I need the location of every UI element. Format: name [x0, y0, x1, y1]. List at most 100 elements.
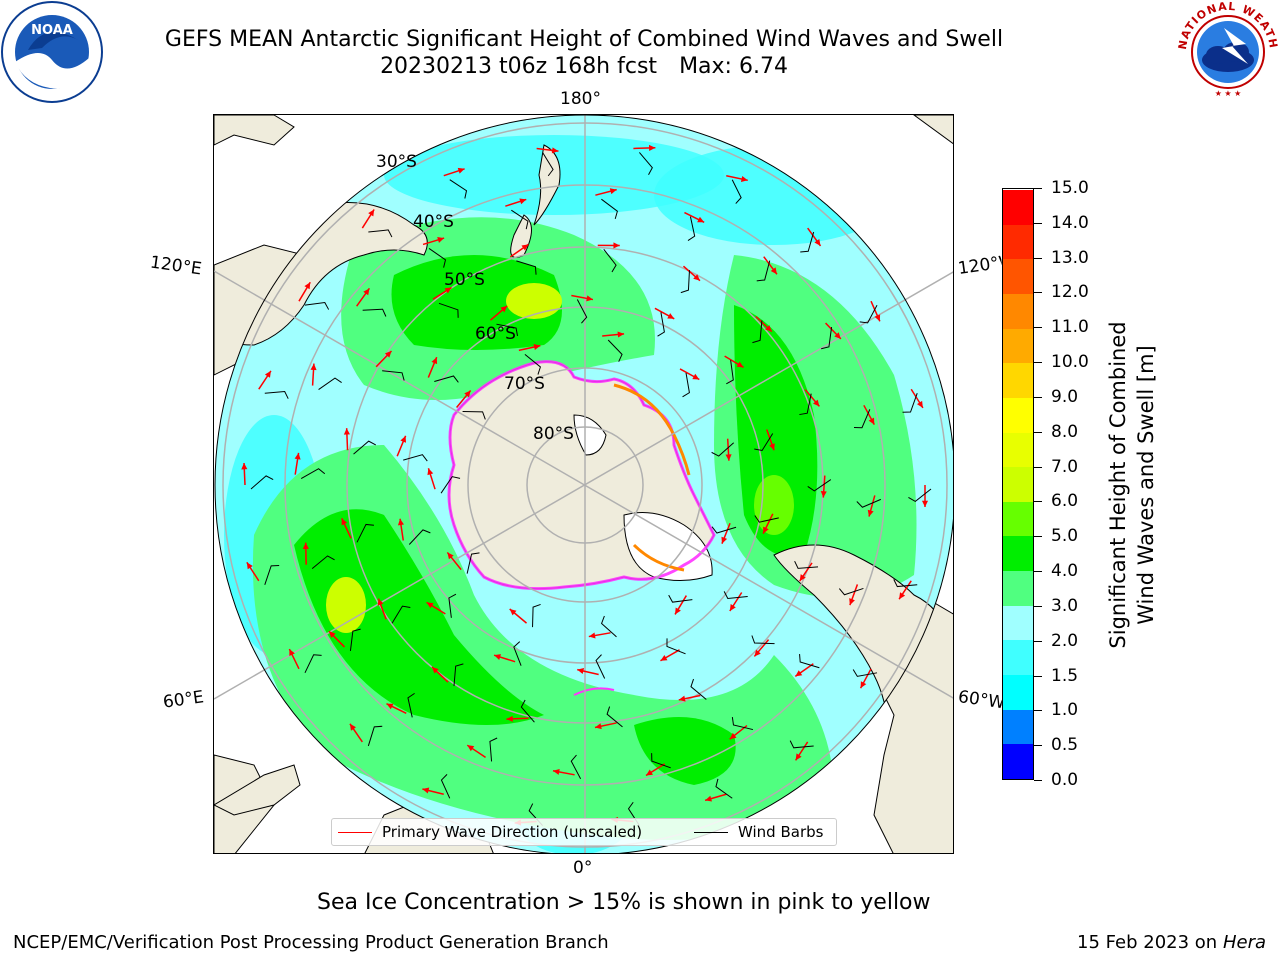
wind-barb: [651, 753, 671, 769]
wind-barb: [318, 377, 342, 390]
wave-arrowhead: [341, 518, 348, 526]
legend-barb-label: Wind Barbs: [738, 823, 824, 841]
wind-barb: [513, 641, 522, 666]
wave-arrowhead: [328, 631, 336, 638]
wind-barb: [682, 372, 690, 398]
wind-barb: [349, 628, 361, 652]
wind-barb: [754, 515, 779, 523]
wind-barb: [853, 409, 871, 429]
lon-label-180: 180°: [560, 89, 601, 109]
colorbar-tick-label: 1.5: [1051, 665, 1079, 686]
wave-arrowhead: [834, 332, 841, 339]
wave-arrowhead: [617, 331, 625, 338]
legend-wave-swatch: [338, 832, 372, 833]
wave-arrowhead: [588, 632, 596, 639]
polar-map: [213, 114, 954, 854]
wind-barb: [391, 605, 411, 624]
wave-arrowhead: [519, 198, 527, 205]
wave-arrowhead: [813, 399, 820, 407]
wave-arrowhead: [692, 373, 700, 380]
wave-arrowhead: [552, 768, 560, 775]
colorbar-tick: [1034, 501, 1042, 503]
colorbar-tick: [1034, 396, 1042, 398]
wave-arrowhead: [368, 209, 375, 217]
legend-barb-swatch: [694, 832, 728, 833]
wind-barb: [362, 308, 387, 317]
lon-label-120w: 120°W: [956, 253, 1004, 279]
wind-barb: [794, 560, 819, 569]
colorbar-tick: [1034, 571, 1042, 573]
colorbar-tick: [1034, 536, 1042, 538]
wind-barb: [428, 248, 447, 268]
run-info: 20230213 t06z 168h fcst: [380, 54, 658, 79]
colorbar-segment: [1003, 189, 1033, 225]
wave-arrowhead: [264, 370, 271, 378]
wind-barb: [440, 773, 451, 799]
wave-arrowhead: [899, 592, 906, 600]
wind-barb: [893, 579, 918, 588]
wind-barb: [304, 654, 322, 674]
lon-label-60w: 60°W: [956, 687, 1004, 713]
wind-barb: [438, 302, 459, 318]
wind-barb: [657, 312, 665, 337]
wind-barb: [449, 179, 468, 199]
colorbar-tick: [1034, 780, 1042, 781]
wind-barb: [800, 231, 815, 253]
wave-arrowhead: [740, 176, 748, 182]
lat-label-50s: 50°S: [444, 270, 485, 290]
wave-arrowhead: [467, 745, 475, 752]
wind-barb: [607, 339, 623, 362]
wind-barb: [756, 260, 771, 282]
wind-barb: [859, 304, 878, 324]
wave-arrowhead: [377, 598, 384, 606]
wave-arrowhead: [678, 695, 686, 702]
wave-arrowhead: [921, 500, 929, 507]
wind-barb: [434, 375, 459, 383]
nws-logo: NATIONAL WEATHER SERVICE ★ ★ ★: [1176, 0, 1279, 102]
colorbar-tick-label: 1.0: [1051, 700, 1079, 721]
wave-arrowhead: [289, 649, 295, 657]
wind-barb: [496, 323, 518, 337]
wave-arrowhead: [763, 526, 769, 534]
wind-barb: [448, 593, 457, 618]
colorbar-tick-label: 9.0: [1051, 386, 1079, 407]
wave-arrowhead: [721, 536, 728, 544]
colorbar-segment: [1003, 501, 1033, 537]
wind-barb: [856, 498, 882, 508]
wind-barb: [908, 488, 932, 503]
wave-arrowhead: [609, 188, 617, 195]
wave-arrowhead: [660, 654, 668, 661]
wind-barb: [250, 475, 274, 490]
colorbar-label: Significant Height of Combined Wind Waves…: [1106, 321, 1158, 649]
wind-barb: [668, 594, 693, 603]
colorbar-segment: [1003, 328, 1033, 364]
colorbar-tick: [1034, 257, 1042, 259]
wind-barb: [304, 302, 330, 310]
wind-barb: [639, 152, 653, 175]
colorbar-segment: [1003, 432, 1033, 468]
wave-arrowhead: [533, 344, 541, 350]
colorbar-tick-label: 12.0: [1051, 282, 1089, 303]
colorbar-tick: [1034, 745, 1042, 747]
colorbar-tick-label: 0.5: [1051, 735, 1079, 756]
wind-barb: [726, 360, 734, 385]
lat-label-80s: 80°S: [533, 424, 574, 444]
colorbar-tick: [1034, 605, 1042, 607]
wave-arrowhead: [551, 147, 559, 154]
colorbar-tick: [1034, 466, 1042, 468]
wave-arrowhead: [799, 574, 806, 582]
wave-arrowhead: [770, 267, 777, 275]
colorbar-tick-label: 5.0: [1051, 526, 1079, 547]
colorbar-segment: [1003, 224, 1033, 260]
colorbar-tick: [1034, 640, 1042, 642]
footer-date: 15 Feb 2023 on Hera: [1077, 932, 1266, 953]
wave-arrowhead: [349, 723, 357, 731]
wind-barb: [754, 433, 774, 452]
colorbar-tick-label: 2.0: [1051, 630, 1079, 651]
wave-arrowhead: [754, 649, 761, 657]
wind-barb: [731, 717, 754, 731]
wave-arrowhead: [586, 295, 593, 302]
wave-arrowhead: [494, 654, 501, 660]
colorbar-tick: [1034, 222, 1042, 224]
graticule: [214, 115, 953, 853]
